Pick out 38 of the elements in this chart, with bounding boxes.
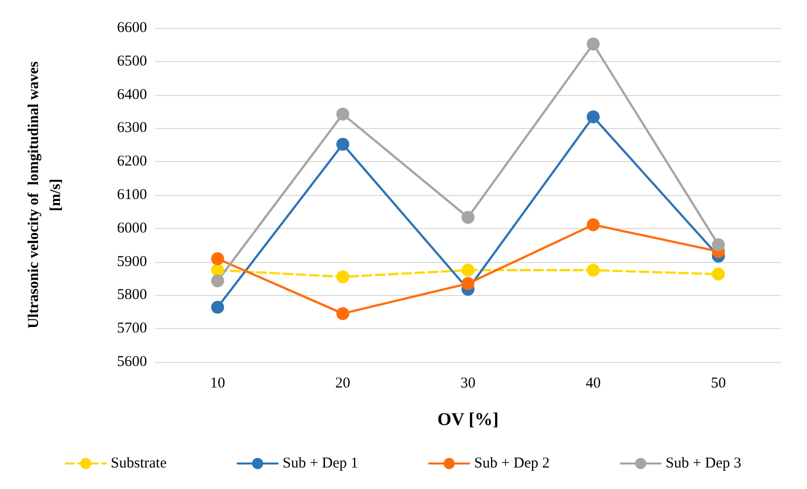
- x-tick-label: 30: [460, 376, 476, 392]
- point: [462, 264, 474, 277]
- y-tick-label: 5600: [117, 354, 147, 370]
- point: [336, 108, 350, 121]
- point: [336, 138, 350, 151]
- y-tick-label: 6200: [117, 154, 147, 170]
- legend-label: Sub + Dep 2: [474, 456, 550, 472]
- y-tick-label: 5800: [117, 287, 147, 304]
- x-tick-label: 40: [586, 376, 601, 392]
- point: [336, 270, 350, 284]
- x-axis-title: OV [%]: [437, 409, 499, 429]
- y-tick-label: 6500: [117, 53, 147, 70]
- point: [586, 264, 600, 277]
- point: [462, 277, 474, 290]
- y-tick-label: 6400: [117, 86, 147, 103]
- point: [586, 38, 600, 51]
- legend-label: Sub + Dep 1: [282, 456, 358, 472]
- y-tick-label: 6600: [117, 20, 147, 36]
- y-tick-label: 5900: [117, 254, 147, 270]
- point: [211, 274, 224, 288]
- legend-label: Substrate: [110, 456, 167, 472]
- point: [586, 110, 600, 124]
- point: [211, 252, 224, 266]
- y-tick-label: 6000: [117, 220, 147, 236]
- y-tick-label: 6100: [117, 187, 147, 203]
- y-tick-label: 5700: [117, 320, 147, 337]
- point: [211, 300, 224, 314]
- point: [586, 218, 600, 232]
- point: [462, 210, 474, 224]
- x-tick-label: 10: [210, 376, 226, 392]
- point: [712, 268, 725, 281]
- point: [336, 307, 350, 320]
- y-tick-label: 6300: [117, 120, 147, 136]
- y-axis-title: Ultrasonic velocity of lomgitudinal waves [m/s]: [26, 61, 64, 329]
- point: [712, 238, 725, 252]
- x-tick-label: 20: [335, 376, 350, 392]
- legend-label: Sub + Dep 3: [666, 456, 742, 472]
- x-tick-label: 50: [710, 376, 726, 392]
